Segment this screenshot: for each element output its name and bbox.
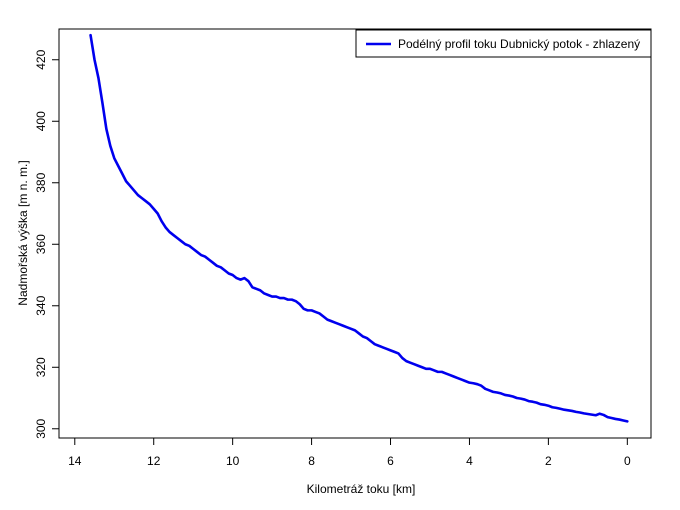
x-tick-label: 14 — [68, 454, 82, 468]
plot-frame — [58, 28, 652, 439]
x-tick-label: 6 — [387, 454, 394, 468]
x-tick-label: 8 — [308, 454, 315, 468]
legend-label: Podélný profil toku Dubnický potok - zhl… — [398, 37, 640, 51]
x-tick-label: 10 — [226, 454, 240, 468]
x-tick-label: 4 — [466, 454, 473, 468]
y-tick-label: 380 — [34, 172, 48, 192]
y-tick-label: 360 — [34, 234, 48, 254]
x-axis-label: Kilometráž toku [km] — [307, 482, 416, 496]
y-tick-label: 320 — [34, 357, 48, 377]
legend-box — [355, 29, 652, 58]
y-tick-label: 340 — [34, 295, 48, 315]
series-line-0 — [89, 33, 629, 423]
series-layer — [89, 33, 629, 423]
y-tick-label: 400 — [34, 111, 48, 131]
x-tick-label: 12 — [147, 454, 161, 468]
legend: Podélný profil toku Dubnický potok - zhl… — [355, 29, 652, 58]
x-tick-label: 0 — [624, 454, 631, 468]
y-axis-label: Nadmořská výška [m n. m.] — [16, 160, 30, 305]
y-tick-label: 300 — [34, 418, 48, 438]
y-tick-label: 420 — [34, 49, 48, 69]
x-tick-label: 2 — [545, 454, 552, 468]
